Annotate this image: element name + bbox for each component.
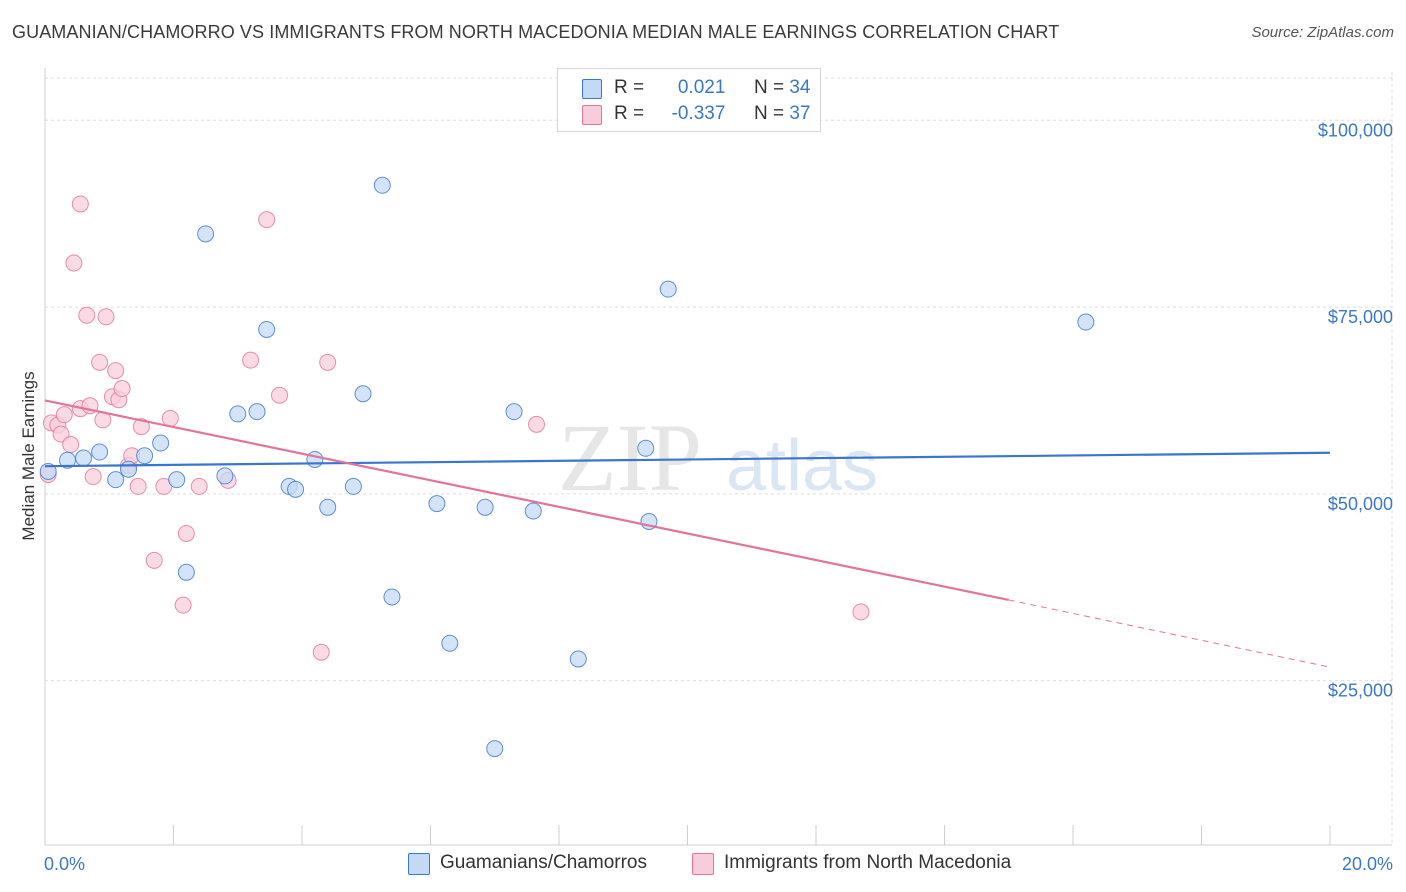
macedonia-point-9: [78, 306, 96, 324]
macedonia-point-23: [145, 551, 163, 569]
macedonia-point-11: [84, 468, 102, 486]
macedonia-point-36: [852, 603, 870, 621]
chart-title: GUAMANIAN/CHAMORRO VS IMMIGRANTS FROM NO…: [12, 22, 1060, 42]
legend-text-macedonia: R = -0.337 N = 37: [614, 103, 810, 125]
guamanian-point-8: [168, 471, 186, 489]
bottom-legend-label-guamanian: Guamanians/Chamorros: [440, 852, 647, 873]
y-tick-label-2: $75,000: [1328, 307, 1393, 327]
guamanian-point-7: [152, 434, 170, 452]
guamanian-point-19: [344, 477, 362, 495]
guamanian-point-3: [91, 443, 109, 461]
macedonia-trend-line-extension: [1008, 599, 1331, 668]
guamanian-point-2: [75, 449, 93, 467]
guamanian-point-9: [177, 563, 195, 581]
macedonia-point-30: [242, 351, 260, 369]
macedonia-point-14: [97, 308, 115, 326]
macedonia-point-6: [65, 254, 83, 272]
guamanian-point-0: [39, 462, 57, 480]
guamanian-point-21: [373, 176, 391, 194]
bottom-legend-swatch-pink: [692, 853, 714, 875]
macedonia-point-3: [52, 425, 70, 443]
guamanian-point-32: [659, 280, 677, 298]
source-label: Source: ZipAtlas.com: [1251, 24, 1394, 41]
y-tick-label-1: $50,000: [1328, 494, 1393, 514]
guamanian-point-25: [476, 498, 494, 516]
legend-n-label-2: N =: [753, 103, 785, 124]
macedonia-point-32: [271, 386, 289, 404]
legend-r-value-1: 0.021: [677, 77, 726, 98]
watermark-zip: ZIP: [558, 404, 702, 511]
guamanian-point-20: [354, 385, 372, 403]
legend-swatch-pink: [582, 105, 602, 125]
macedonia-point-21: [129, 477, 147, 495]
axes: [44, 68, 1392, 846]
guamanian-point-30: [637, 439, 655, 457]
guamanian-point-18: [319, 498, 337, 516]
correlation-legend: R = 0.021 N = 34 R = -0.337 N = 37: [557, 68, 821, 132]
macedonia-point-25: [161, 409, 179, 427]
guamanian-point-29: [486, 740, 504, 758]
legend-n-value-2: 37: [789, 103, 811, 124]
watermark-atlas: atlas: [726, 426, 878, 506]
x-tick-label-min: 0.0%: [44, 854, 85, 874]
guamanian-point-17: [306, 450, 324, 468]
macedonia-point-12: [91, 353, 109, 371]
legend-text-guamanian: R = 0.021 N = 34: [614, 77, 810, 99]
legend-swatch-blue: [582, 79, 602, 99]
guamanian-point-13: [248, 403, 266, 421]
macedonia-point-27: [177, 524, 195, 542]
macedonia-point-28: [190, 477, 208, 495]
grid-lines: [45, 72, 1393, 845]
guamanian-point-5: [120, 460, 138, 478]
macedonia-point-35: [528, 415, 546, 433]
guamanian-point-6: [136, 447, 154, 465]
legend-r-label-1: R =: [614, 77, 645, 98]
legend-r-value-2: -0.337: [671, 103, 726, 124]
guamanian-point-33: [1077, 313, 1095, 331]
macedonia-point-4: [55, 406, 73, 424]
macedonia-point-16: [107, 362, 125, 380]
macedonia-trend-line: [44, 399, 1009, 602]
y-tick-labels: $25,000 $50,000 $75,000 $100,000: [1318, 120, 1393, 700]
guamanian-point-23: [441, 634, 459, 652]
bottom-legend-label-macedonia: Immigrants from North Macedonia: [724, 852, 1012, 873]
legend-n-value-1: 34: [789, 77, 811, 98]
guamanian-point-10: [197, 225, 215, 243]
y-tick-label-0: $25,000: [1328, 681, 1393, 701]
macedonia-point-26: [174, 596, 192, 614]
trend-lines: [44, 399, 1331, 668]
legend-n-label-1: N =: [753, 77, 785, 98]
macedonia-point-18: [113, 380, 131, 398]
macedonia-point-8: [71, 195, 89, 213]
macedonia-point-33: [312, 643, 330, 661]
guamanian-point-28: [569, 650, 587, 668]
guamanian-point-14: [258, 320, 276, 338]
x-tick-label-max: 20.0%: [1342, 854, 1393, 874]
guamanian-point-24: [428, 495, 446, 513]
macedonia-point-22: [132, 418, 150, 436]
macedonia-point-5: [62, 436, 80, 454]
guamanian-point-16: [287, 480, 305, 498]
y-axis-label: Median Male Earnings: [19, 371, 38, 540]
bottom-legend-swatch-blue: [408, 853, 430, 875]
guamanian-point-22: [383, 588, 401, 606]
watermark: ZIP atlas: [558, 404, 878, 511]
macedonia-point-31: [258, 211, 276, 229]
guamanian-point-12: [229, 405, 247, 423]
guamanian-point-11: [216, 467, 234, 485]
macedonia-point-34: [319, 353, 337, 371]
legend-r-label-2: R =: [614, 103, 645, 124]
guamanian-point-27: [524, 502, 542, 520]
y-tick-label-3: $100,000: [1318, 120, 1393, 140]
guamanian-point-4: [107, 471, 125, 489]
data-points: [39, 176, 1095, 758]
guamanian-trend-line: [44, 451, 1331, 468]
guamanian-point-26: [505, 403, 523, 421]
